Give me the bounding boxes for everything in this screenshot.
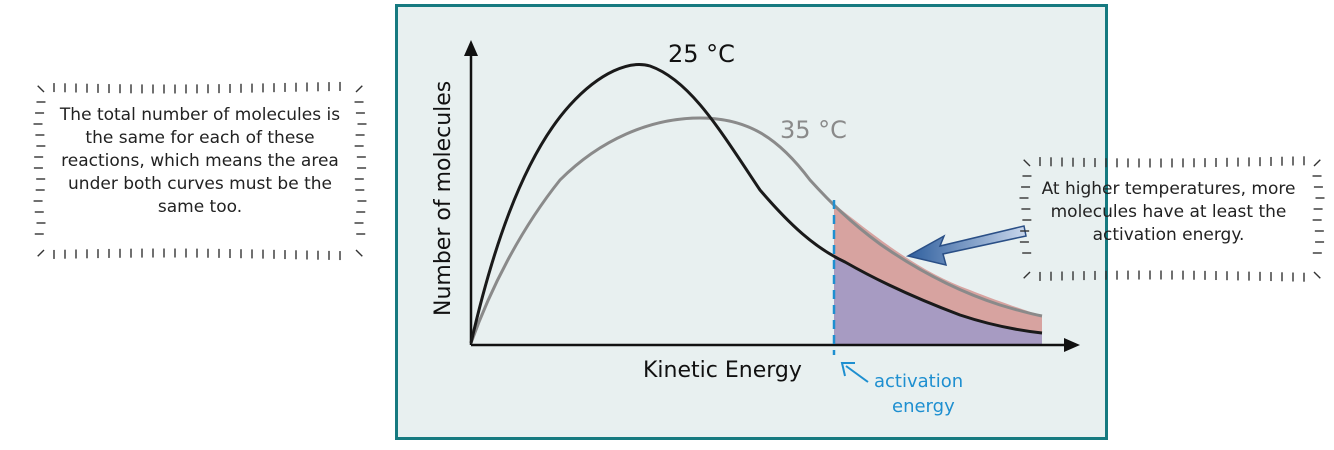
burst-tick [355, 85, 363, 93]
activation-label-line2: energy [892, 396, 955, 417]
burst-tick [37, 85, 45, 93]
activation-pointer [845, 365, 869, 383]
left-note-burst [33, 81, 367, 261]
x-axis-arrowhead [1064, 338, 1080, 352]
y-axis-label: Number of molecules [431, 81, 456, 316]
curve-35c [469, 116, 1043, 344]
curve-25c [469, 63, 1043, 344]
left-note-text: The total number of molecules is the sam… [59, 105, 341, 217]
y-axis-arrowhead [464, 40, 478, 56]
graph-panel [395, 4, 1108, 440]
burst-tick [355, 249, 363, 257]
right-note-text: At higher temperatures, more molecules h… [1041, 179, 1296, 245]
burst-tick [37, 249, 45, 257]
area-activated-both [834, 255, 1042, 345]
burst-tick [1313, 271, 1321, 279]
label-35c: 35 °C [780, 116, 847, 144]
activation-label-line1: activation [874, 371, 963, 392]
label-25c: 25 °C [668, 40, 735, 68]
extra-molecules-arrow [905, 225, 1027, 267]
x-axis-label: Kinetic Energy [643, 358, 802, 383]
burst-tick [1023, 159, 1031, 167]
burst-tick [1313, 159, 1321, 167]
burst-tick [1023, 271, 1031, 279]
activation-pointer-head [840, 362, 855, 377]
right-note-burst [1019, 156, 1325, 282]
